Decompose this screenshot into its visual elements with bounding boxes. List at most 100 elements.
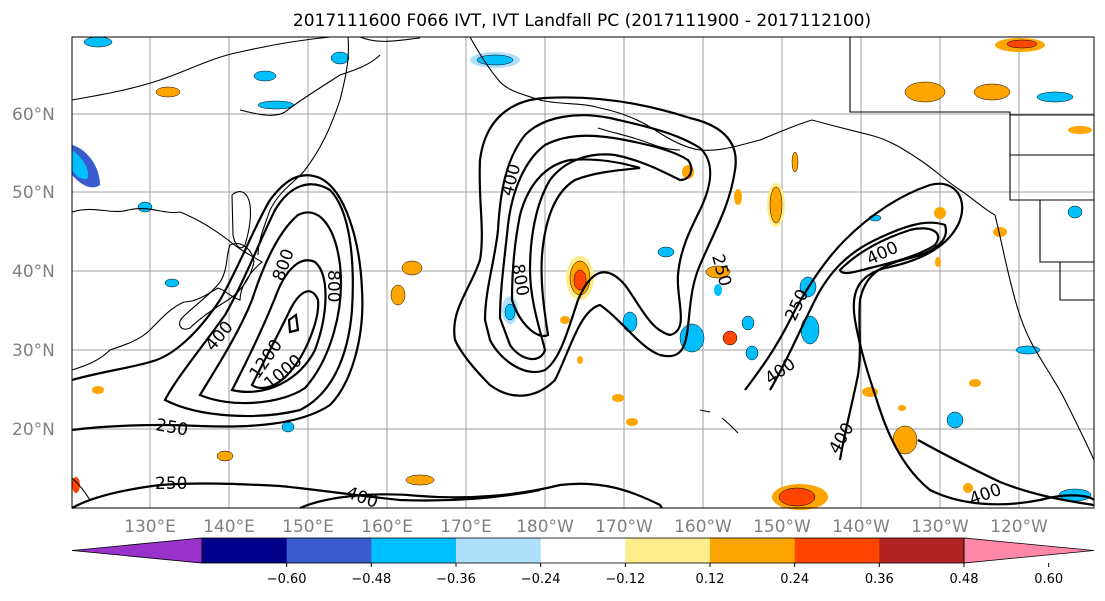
shade-patch — [253, 70, 277, 82]
shade-patch — [722, 330, 738, 346]
shade-patch — [769, 186, 783, 224]
canada-border — [849, 37, 1094, 201]
lat-label: 50°N — [12, 183, 55, 203]
shade-patch — [934, 207, 946, 219]
philippines-coastline — [71, 477, 91, 501]
figure-title: 2017111600 F066 IVT, IVT Landfall PC (20… — [293, 11, 871, 31]
siberia-coastline — [71, 36, 331, 101]
shade-patch — [216, 450, 234, 462]
shade-patch — [778, 487, 816, 507]
shade-patch — [626, 418, 638, 426]
shade-patch — [791, 151, 799, 173]
positive-shading — [72, 38, 1092, 510]
asia-coastline — [71, 208, 263, 371]
coastlines — [71, 36, 1095, 501]
shade-patch — [504, 303, 516, 321]
shade-patch — [573, 269, 587, 291]
lon-label: 180°W — [516, 517, 574, 537]
contour-800-west — [198, 211, 342, 405]
colorbar-cell — [202, 538, 288, 563]
map-panel: 400 800 800 1200 1000 400 250 250 400 80… — [71, 36, 1095, 513]
shade-patch — [963, 483, 973, 493]
shade-patch — [257, 100, 295, 110]
shade-patch — [330, 51, 350, 65]
lon-label: 130°E — [124, 517, 176, 537]
colorbar-tick-label: 0.36 — [865, 572, 894, 587]
contour-250-south — [71, 482, 541, 509]
lon-label: 150°W — [753, 517, 811, 537]
latitude-labels: 60°N 50°N 40°N 30°N 20°N — [12, 105, 55, 440]
shade-patch — [714, 284, 722, 296]
contour-400-southeast — [917, 439, 1095, 507]
shade-patch — [1068, 126, 1092, 134]
lat-label: 20°N — [12, 420, 55, 440]
colorbar-cell — [456, 538, 542, 563]
contour-800-central — [498, 134, 693, 361]
lon-label: 160°E — [361, 517, 413, 537]
lat-label: 40°N — [12, 262, 55, 282]
west-coast-coastline — [994, 214, 1095, 461]
contour-label: 800 — [323, 270, 343, 302]
colorbar-frame — [201, 537, 965, 564]
longitude-labels: 130°E 140°E 150°E 160°E 170°E 180°W 170°… — [124, 517, 1048, 537]
lon-label: 140°W — [832, 517, 890, 537]
colorbar-tick-label: −0.48 — [351, 572, 391, 587]
hawaii-islands — [699, 409, 739, 434]
shade-patch — [72, 150, 89, 180]
colorbar-tick-label: 0.48 — [950, 572, 979, 587]
colorbar-tick-label: −0.24 — [521, 572, 561, 587]
colorbar-cell — [371, 538, 457, 563]
contour-400-west — [163, 183, 354, 418]
shade-patch — [560, 316, 570, 324]
shade-patch — [973, 83, 1011, 101]
aleutian-arc — [597, 127, 681, 151]
lon-label: 140°E — [203, 517, 255, 537]
colorbar-tick-label: 0.24 — [780, 572, 809, 587]
shade-patch — [612, 394, 624, 402]
shade-patch — [155, 86, 181, 98]
shade-patch — [741, 315, 755, 331]
colorbar-tick-label: −0.12 — [605, 572, 645, 587]
colorbar-cell — [625, 538, 711, 563]
shade-patch — [800, 315, 820, 345]
colorbar-cell — [794, 538, 880, 563]
shade-patch — [657, 246, 675, 258]
contour-1200-west — [250, 290, 320, 389]
state-borders — [1039, 200, 1094, 301]
colorbar-cell — [710, 538, 796, 563]
province-borders — [1010, 114, 1094, 156]
colorbar-extend-high — [963, 537, 1095, 564]
colorbar-tick-label: 0.60 — [1034, 572, 1063, 587]
colorbar-extend-low — [71, 537, 203, 564]
shade-patch — [1067, 205, 1083, 219]
shade-patch — [92, 386, 104, 394]
shade-patch — [1006, 39, 1038, 49]
colorbar-cell — [540, 538, 626, 563]
contour-400-east-inner — [838, 227, 940, 275]
contour-label: 250 — [155, 474, 187, 494]
negative-shading — [72, 36, 1092, 502]
shade-patch — [745, 345, 759, 361]
shade-patch — [1015, 345, 1041, 355]
lon-label: 160°W — [674, 517, 732, 537]
shade-patch — [281, 421, 295, 433]
shade-patch — [969, 379, 981, 387]
colorbar-tick-label: 0.12 — [696, 572, 725, 587]
lon-label: 120°W — [990, 517, 1048, 537]
contour-max-west — [287, 313, 300, 334]
shade-patch — [946, 411, 964, 429]
shade-patch — [904, 81, 946, 103]
shade-patch — [390, 284, 406, 306]
okhotsk-coastline — [239, 54, 381, 116]
contour-1000-central — [510, 158, 641, 338]
contour-250-central — [453, 96, 737, 397]
contour-400-south — [299, 482, 663, 510]
shade-patch — [137, 201, 153, 213]
contour-400-east — [769, 221, 948, 461]
shade-patch — [405, 474, 435, 486]
japan-coastline — [179, 243, 255, 330]
shade-patch — [622, 311, 638, 333]
contour-400-central — [483, 114, 712, 373]
colorbar-cell — [879, 538, 965, 563]
